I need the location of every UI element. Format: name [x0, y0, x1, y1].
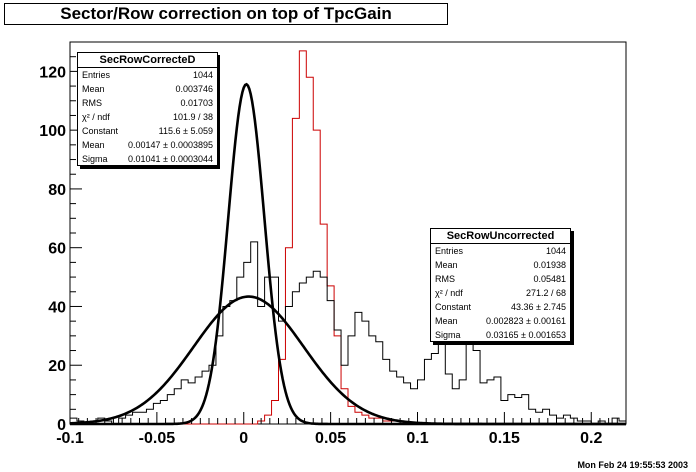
stat-row: χ² / ndf 101.9 / 38	[82, 112, 213, 122]
stat-row: Entries 1044	[435, 246, 566, 256]
x-tick-label: 0.15	[489, 430, 520, 447]
gaussian-fit-1	[69, 295, 626, 426]
stat-row: Constant 115.6 ± 5.059	[82, 126, 213, 136]
y-tick-label: 20	[48, 358, 66, 375]
y-tick-label: 100	[39, 123, 66, 140]
y-tick-label: 60	[48, 241, 66, 258]
stat-row: RMS 0.05481	[435, 274, 566, 284]
stat-row: RMS 0.01703	[82, 98, 213, 108]
statbox-title: SecRowUncorrected	[431, 229, 570, 244]
x-tick-label: -0.05	[139, 430, 176, 447]
chart-title: Sector/Row correction on top of TpcGain	[4, 3, 448, 25]
y-tick-label: 80	[48, 182, 66, 199]
stat-row: Constant 43.36 ± 2.745	[435, 302, 566, 312]
x-tick-label: -0.1	[56, 430, 84, 447]
y-tick-label: 40	[48, 299, 66, 316]
x-tick-label: 0.05	[315, 430, 346, 447]
statbox-corrected: SecRowCorrecteD Entries 1044 Mean 0.003746…	[77, 52, 218, 166]
y-tick-label: 120	[39, 64, 66, 81]
stat-row: Mean 0.00147 ± 0.0003895	[82, 140, 213, 150]
x-tick-label: 0.2	[580, 430, 602, 447]
timestamp-footer: Mon Feb 24 19:55:53 2003	[577, 460, 688, 470]
statbox-title: SecRowCorrecteD	[78, 53, 217, 68]
stat-row: Sigma 0.01041 ± 0.0003044	[82, 154, 213, 164]
stat-row: Mean 0.002823 ± 0.00161	[435, 316, 566, 326]
stat-row: Entries 1044	[82, 70, 213, 80]
y-tick-label: 0	[57, 417, 66, 434]
x-tick-label: 0	[239, 430, 248, 447]
x-tick-label: 0.1	[406, 430, 428, 447]
statbox-uncorrected: SecRowUncorrected Entries 1044 Mean 0.0193…	[430, 228, 571, 342]
stat-row: χ² / ndf 271.2 / 68	[435, 288, 566, 298]
stat-row: Sigma 0.03165 ± 0.001653	[435, 330, 566, 340]
stat-row: Mean 0.003746	[82, 84, 213, 94]
stat-row: Mean 0.01938	[435, 260, 566, 270]
histogram-series-1	[69, 241, 626, 425]
chart-title-text: Sector/Row correction on top of TpcGain	[60, 4, 392, 23]
